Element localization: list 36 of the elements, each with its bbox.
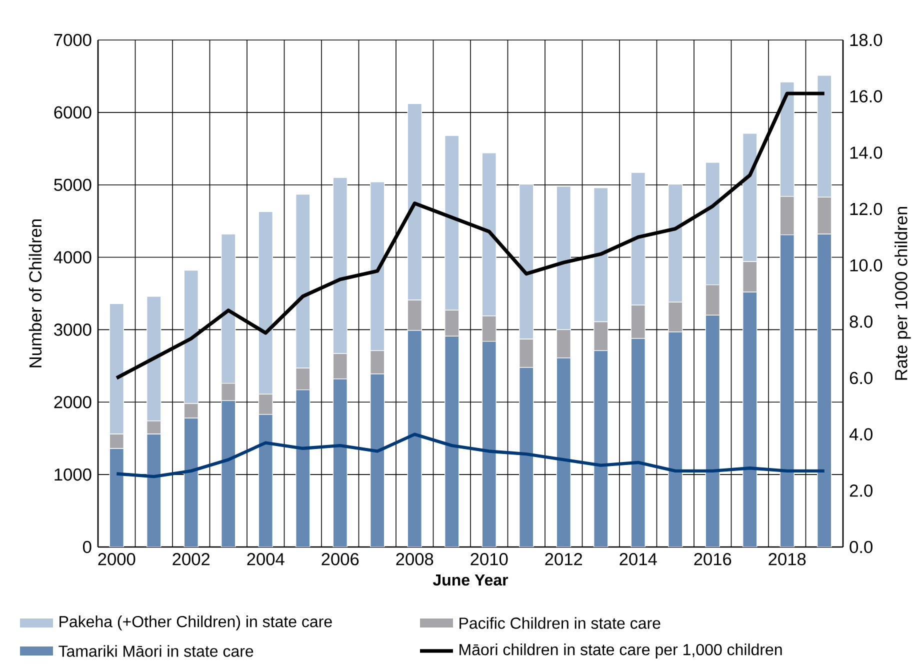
y2-tick-label: 4.0 [849, 428, 872, 440]
y-tick-label: 3000 [54, 324, 92, 336]
y2-tick-label: 14.0 [850, 146, 882, 159]
legend-label: Pacific Children in state care [460, 617, 660, 629]
y2-tick-label: 2.0 [850, 484, 872, 497]
legend-label: Tamariki Māori in state care [58, 645, 254, 657]
y-tick-label: 0 [82, 540, 92, 554]
y-tick-label: 2000 [54, 396, 92, 408]
y-tick-label: 5000 [54, 178, 92, 191]
y-tick-label: 7000 [54, 34, 92, 46]
y2-tick-label: 8.0 [850, 316, 872, 328]
x-tick-label: 2014 [620, 553, 657, 566]
y2-axis-title: Rate per 1000 children [894, 206, 911, 380]
x-tick-label: 2016 [694, 553, 732, 566]
x-tick-label: 2002 [172, 553, 210, 566]
legend-label: Māori children in state care per 1,000 children [460, 644, 782, 658]
x-tick-label: 2010 [470, 553, 508, 566]
x-tick-label: 2012 [545, 553, 582, 566]
y2-tick-label: 16.0 [850, 90, 882, 102]
y-axis-title: Number of Children [28, 220, 42, 368]
line-series [115, 432, 826, 478]
y-tick-label: 4000 [54, 251, 92, 264]
x-tick-label: 2018 [768, 553, 806, 566]
y2-tick-label: 12.0 [850, 202, 882, 216]
x-axis-title: June Year [432, 574, 508, 586]
y2-tick-label: 0.0 [850, 540, 872, 554]
y2-tick-label: 6.0 [850, 372, 872, 384]
x-tick-label: 2000 [98, 553, 136, 566]
y-tick-label: 1000 [54, 468, 92, 481]
x-tick-label: 2004 [247, 553, 284, 566]
y-tick-label: 6000 [54, 106, 92, 119]
x-tick-label: 2006 [322, 553, 359, 566]
y2-tick-label: 18.0 [850, 34, 882, 46]
legend-label: Pakeha (+Other Children) in state care [60, 616, 332, 630]
x-tick-label: 2008 [396, 553, 434, 566]
y2-tick-label: 10.0 [850, 259, 882, 272]
